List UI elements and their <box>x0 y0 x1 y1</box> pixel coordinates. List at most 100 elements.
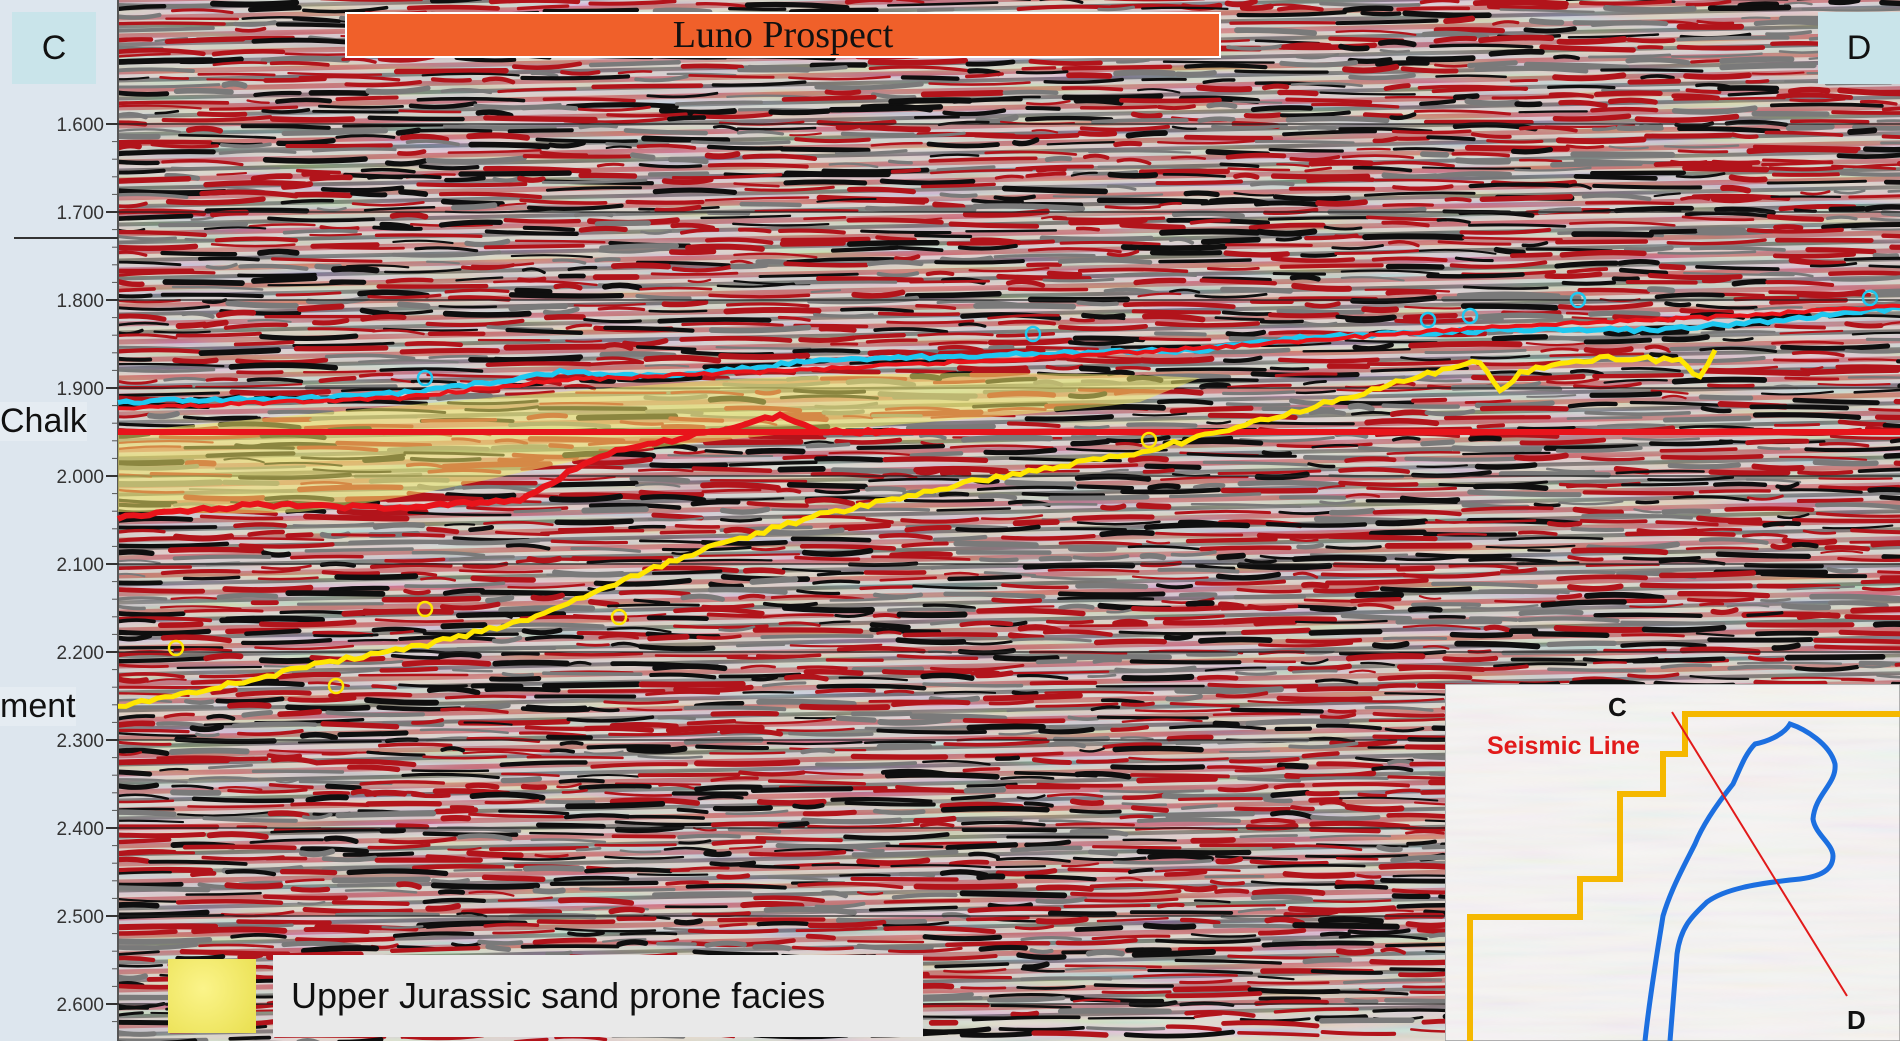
seismic-reflector <box>214 236 299 243</box>
seismic-reflector <box>1128 1000 1178 1008</box>
seismic-reflector <box>392 931 475 938</box>
seismic-reflector <box>253 90 302 98</box>
seismic-reflector <box>1101 990 1172 995</box>
seismic-reflector <box>622 338 669 348</box>
seismic-reflector <box>567 930 605 937</box>
seismic-reflector <box>1215 571 1281 581</box>
seismic-reflector <box>712 805 773 812</box>
seismic-reflector <box>366 750 426 757</box>
seismic-reflector <box>227 788 308 794</box>
seismic-reflector <box>1405 830 1445 835</box>
seismic-reflector <box>783 674 829 682</box>
seismic-reflector <box>1726 603 1770 608</box>
seismic-reflector <box>118 104 202 110</box>
seismic-reflector <box>767 876 829 882</box>
seismic-reflector <box>987 995 1066 1003</box>
seismic-reflector <box>1681 215 1755 222</box>
seismic-reflector <box>1112 618 1148 627</box>
seismic-reflector <box>1710 607 1739 616</box>
seismic-reflector <box>1840 677 1875 682</box>
seismic-reflector <box>638 162 703 169</box>
seismic-reflector <box>275 22 348 28</box>
seismic-reflector <box>1288 741 1359 750</box>
seismic-reflector <box>1225 329 1267 338</box>
seismic-reflector <box>297 900 326 906</box>
seismic-reflector <box>1753 306 1803 311</box>
seismic-reflector <box>1099 789 1205 794</box>
seismic-reflector <box>160 292 264 299</box>
seismic-reflector <box>198 943 275 949</box>
seismic-reflector <box>484 229 579 236</box>
seismic-reflector <box>1381 172 1439 181</box>
seismic-reflector <box>251 769 345 774</box>
seismic-reflector <box>483 520 554 527</box>
seismic-reflector <box>391 250 502 258</box>
seismic-reflector <box>1858 660 1900 666</box>
seismic-reflector <box>526 755 624 760</box>
seismic-reflector <box>873 788 967 794</box>
seismic-reflector <box>1662 415 1752 423</box>
seismic-reflector <box>687 928 779 935</box>
seismic-reflector <box>815 688 876 694</box>
seismic-reflector <box>1588 53 1672 59</box>
seismic-reflector <box>118 604 146 611</box>
seismic-reflector <box>365 85 431 95</box>
seismic-reflector <box>1419 98 1457 107</box>
seismic-reflector <box>319 245 405 250</box>
seismic-reflector <box>118 897 177 903</box>
seismic-reflector <box>895 369 958 375</box>
seismic-reflector <box>164 172 201 181</box>
seismic-reflector <box>1052 193 1164 198</box>
seismic-reflector <box>118 870 172 875</box>
seismic-reflector <box>1404 305 1462 310</box>
seismic-reflector <box>914 233 973 239</box>
seismic-reflector <box>1396 565 1436 572</box>
seismic-reflector <box>1402 571 1501 579</box>
seismic-reflector <box>1621 437 1701 441</box>
seismic-reflector <box>937 344 984 353</box>
seismic-reflector <box>716 282 795 288</box>
seismic-reflector <box>1453 93 1480 101</box>
seismic-reflector <box>1162 172 1227 178</box>
seismic-reflector <box>270 756 320 766</box>
seismic-reflector <box>628 524 666 530</box>
seismic-reflector <box>1879 494 1900 501</box>
seismic-reflector <box>1333 400 1415 406</box>
seismic-reflector <box>939 192 978 198</box>
seismic-reflector <box>1456 291 1561 298</box>
seismic-reflector <box>859 585 914 591</box>
seismic-reflector <box>1296 686 1380 693</box>
seismic-reflector <box>1136 848 1252 856</box>
seismic-reflector <box>1600 68 1704 73</box>
time-tick-label: 2.600 <box>56 995 104 1016</box>
seismic-reflector <box>1285 116 1390 124</box>
seismic-reflector <box>1300 658 1329 665</box>
seismic-reflector <box>1837 556 1900 563</box>
seismic-reflector <box>1061 93 1164 101</box>
well-pick-marker <box>1024 325 1042 343</box>
seismic-reflector <box>1839 171 1900 177</box>
seismic-reflector <box>1157 139 1255 145</box>
seismic-reflector <box>1838 629 1900 637</box>
seismic-reflector <box>577 773 639 778</box>
seismic-reflector <box>1877 570 1900 575</box>
seismic-reflector <box>1481 664 1529 672</box>
seismic-reflector <box>118 885 211 893</box>
seismic-reflector <box>557 897 635 906</box>
seismic-reflector <box>1776 92 1854 100</box>
seismic-reflector <box>895 637 967 646</box>
seismic-reflector <box>1685 0 1732 7</box>
seismic-reflector <box>987 313 1060 320</box>
seismic-reflector <box>639 494 707 503</box>
seismic-reflector <box>301 170 331 177</box>
seismic-reflector <box>118 305 211 311</box>
seismic-reflector <box>905 524 1009 530</box>
seismic-reflector <box>1147 969 1254 975</box>
seismic-reflector <box>936 507 1012 512</box>
seismic-reflector <box>118 728 190 734</box>
seismic-reflector <box>959 890 1068 899</box>
seismic-reflector <box>1364 417 1440 427</box>
seismic-reflector <box>1352 342 1394 352</box>
seismic-reflector <box>919 822 955 828</box>
seismic-reflector <box>550 539 629 545</box>
